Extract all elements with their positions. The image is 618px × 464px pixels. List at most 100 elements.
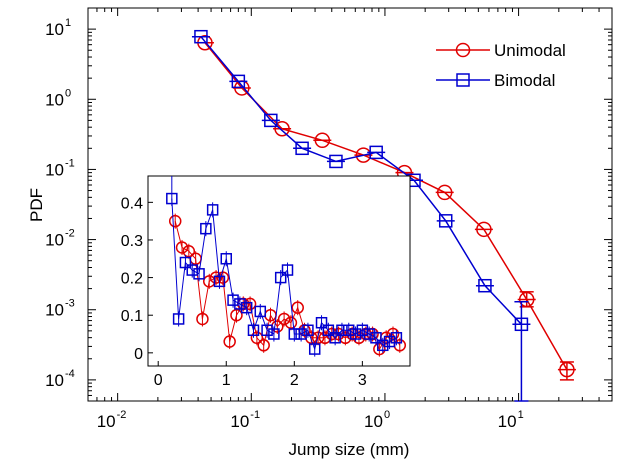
inset-data-point-bimodal bbox=[322, 324, 335, 337]
y-tick-exponent: -2 bbox=[65, 228, 75, 240]
y-tick-label: 10 bbox=[45, 90, 64, 109]
inset-data-point-unimodal bbox=[209, 271, 223, 284]
inset-y-tick-label: 0 bbox=[134, 346, 143, 363]
x-tick-label: 10 bbox=[364, 412, 383, 431]
inset-data-point-bimodal bbox=[363, 328, 375, 340]
inset-x-tick-label: 1 bbox=[222, 372, 231, 389]
inset-data-point-unimodal bbox=[230, 308, 243, 322]
inset-data-point-bimodal bbox=[254, 305, 267, 318]
inset-data-point-bimodal bbox=[227, 294, 239, 306]
inset-data-point-unimodal bbox=[216, 271, 230, 284]
inset-y-tick-label: 0.1 bbox=[121, 308, 143, 325]
inset-data-point-unimodal bbox=[175, 241, 189, 254]
inset-data-point-bimodal bbox=[261, 324, 273, 337]
inset-y-tick-label: 0.3 bbox=[121, 233, 143, 250]
inset-data-point-bimodal bbox=[200, 222, 212, 235]
inset-y-tick-label: 0.2 bbox=[121, 271, 143, 288]
inset-data-point-unimodal bbox=[182, 244, 196, 258]
x-tick-exponent: 1 bbox=[518, 409, 524, 421]
inset-data-point-bimodal bbox=[349, 328, 362, 340]
inset-data-point-unimodal bbox=[277, 312, 291, 326]
data-point-bimodal bbox=[478, 278, 492, 293]
inset-data-point-bimodal bbox=[383, 335, 396, 348]
x-tick-label: 10 bbox=[97, 412, 116, 431]
inset-series-line-bimodal bbox=[171, 198, 397, 351]
data-point-unimodal bbox=[436, 184, 453, 201]
data-point-bimodal bbox=[514, 317, 529, 332]
inset-data-point-bimodal bbox=[234, 298, 246, 310]
inset-data-point-bimodal bbox=[247, 324, 260, 337]
data-point-bimodal bbox=[264, 113, 278, 128]
data-point-bimodal bbox=[295, 141, 309, 156]
inset-data-point-bimodal bbox=[186, 264, 198, 276]
inset-data-point-unimodal bbox=[223, 335, 236, 348]
data-point-unimodal bbox=[518, 291, 535, 308]
inset-plot-marks bbox=[166, 176, 407, 357]
inset-data-point-bimodal bbox=[240, 301, 253, 314]
y-tick-exponent: -3 bbox=[65, 298, 75, 310]
x-tick-label: 10 bbox=[498, 412, 517, 431]
inset-data-point-bimodal bbox=[268, 328, 280, 340]
inset-data-point-unimodal bbox=[250, 331, 264, 345]
y-tick-exponent: 0 bbox=[65, 87, 71, 99]
data-point-bimodal bbox=[369, 145, 383, 160]
data-point-unimodal bbox=[314, 132, 331, 149]
main-plot-marks bbox=[191, 29, 576, 402]
inset-data-point-bimodal bbox=[295, 328, 307, 340]
x-tick-exponent: -2 bbox=[117, 409, 127, 421]
inset-data-point-bimodal bbox=[315, 316, 328, 329]
data-point-unimodal bbox=[274, 121, 290, 137]
inset-data-point-bimodal bbox=[302, 324, 314, 337]
inset-data-point-bimodal bbox=[166, 192, 178, 205]
y-axis-title: PDF bbox=[27, 188, 46, 222]
y-tick-label: 10 bbox=[45, 231, 64, 250]
inset-data-point-bimodal bbox=[179, 256, 192, 269]
inset-data-point-unimodal bbox=[373, 342, 386, 356]
inset-y-tick-label: 0.4 bbox=[121, 195, 143, 212]
data-point-bimodal bbox=[231, 74, 246, 89]
inset-data-point-unimodal bbox=[196, 312, 209, 326]
legend-label-bimodal: Bimodal bbox=[494, 71, 555, 90]
legend-marker-unimodal bbox=[455, 42, 471, 58]
inset-data-point-bimodal bbox=[343, 324, 355, 337]
y-tick-exponent: 1 bbox=[65, 17, 71, 29]
inset-x-tick-label: 0 bbox=[154, 372, 163, 389]
y-tick-exponent: -4 bbox=[65, 368, 75, 380]
inset-x-tick-label: 3 bbox=[358, 372, 367, 389]
legend-label-unimodal: Unimodal bbox=[494, 41, 566, 60]
inset-data-point-bimodal bbox=[213, 275, 226, 288]
inset-x-tick-label: 2 bbox=[290, 372, 299, 389]
y-tick-label: 10 bbox=[45, 371, 64, 390]
y-tick-exponent: -1 bbox=[65, 157, 75, 169]
inset-data-point-bimodal bbox=[336, 324, 348, 337]
inset-data-point-bimodal bbox=[329, 332, 341, 344]
inset-data-point-bimodal bbox=[356, 324, 369, 337]
inset-data-point-bimodal bbox=[390, 332, 403, 344]
inset-data-point-bimodal bbox=[377, 339, 389, 352]
inset-data-point-bimodal bbox=[274, 271, 287, 284]
inset-data-point-unimodal bbox=[168, 214, 182, 228]
inset-data-point-unimodal bbox=[311, 331, 325, 345]
inset-data-point-bimodal bbox=[308, 343, 321, 355]
x-tick-exponent: -1 bbox=[250, 409, 260, 421]
inset-data-point-bimodal bbox=[172, 313, 185, 325]
y-tick-label: 10 bbox=[45, 20, 64, 39]
data-point-unimodal bbox=[476, 221, 492, 238]
legend: Unimodal Bimodal bbox=[436, 41, 566, 90]
inset-data-point-unimodal bbox=[291, 301, 304, 314]
inset-data-point-unimodal bbox=[284, 316, 298, 329]
inset-data-point-bimodal bbox=[206, 204, 219, 216]
data-point-bimodal bbox=[194, 29, 208, 44]
x-tick-label: 10 bbox=[230, 412, 249, 431]
inset-data-point-unimodal bbox=[257, 339, 270, 352]
inset-data-point-bimodal bbox=[193, 268, 205, 280]
y-tick-label: 10 bbox=[45, 160, 64, 179]
x-axis-title: Jump size (mm) bbox=[289, 440, 410, 459]
y-tick-label: 10 bbox=[45, 301, 64, 320]
inset-plot-axes: 0 1 2 3 0 0.1 0.2 0.3 0.4 bbox=[121, 195, 367, 389]
main-plot-axes: 10 -2 10 -1 10 0 10 110 -410 -310 -210 -110 010 1 bbox=[45, 7, 613, 431]
data-point-unimodal bbox=[559, 361, 575, 378]
data-point-bimodal bbox=[329, 154, 343, 169]
series-line-bimodal bbox=[200, 36, 522, 325]
